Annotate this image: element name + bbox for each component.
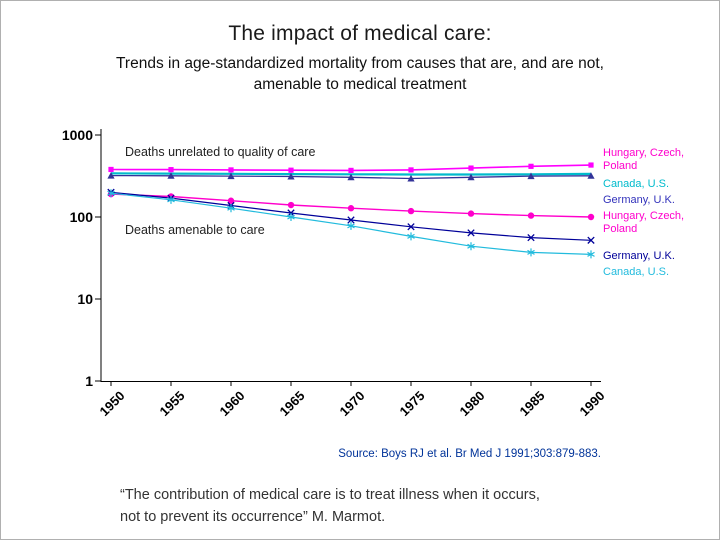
- slide-subtitle: Trends in age-standardized mortality fro…: [1, 53, 719, 95]
- legend-item-line: Hungary, Czech,: [603, 147, 685, 159]
- y-tick-label: 1000: [61, 127, 93, 143]
- legend-item: Hungary, Czech, Poland: [603, 210, 718, 236]
- quote-line-2: not to prevent its occurrence” M. Marmot…: [120, 509, 386, 525]
- legend-item-line: Germany, U.K.: [603, 194, 675, 206]
- legend-item-line: Germany, U.K.: [603, 250, 675, 262]
- annotation-deaths-unrelated: Deaths unrelated to quality of care: [125, 145, 316, 159]
- quote-line-1: “The contribution of medical care is to …: [120, 487, 540, 503]
- legend-item-line: Hungary, Czech,: [603, 210, 685, 222]
- subtitle-line-1: Trends in age-standardized mortality fro…: [116, 55, 604, 72]
- legend-item-line: Poland: [603, 223, 638, 235]
- y-tick-label: 100: [69, 209, 93, 225]
- source-citation: Source: Boys RJ et al. Br Med J 1991;303…: [338, 448, 601, 460]
- page-title: The impact of medical care:: [228, 22, 492, 45]
- subtitle-line-2: amenable to medical treatment: [253, 76, 467, 93]
- y-tick-label: 1: [85, 373, 93, 389]
- annotation-deaths-amenable: Deaths amenable to care: [125, 223, 265, 237]
- chart-canvas: [95, 129, 601, 386]
- legend-item: Hungary, Czech, Poland: [603, 147, 718, 173]
- series-markers-deaths-unrelated-to-care-hungary-czech-poland: [108, 162, 594, 174]
- chart-legend: Hungary, Czech, Poland Canada, U.S. Germany…: [603, 147, 718, 279]
- y-tick-label: 10: [77, 291, 93, 307]
- legend-item: Germany, U.K.: [603, 194, 718, 207]
- series-markers-deaths-unrelated-to-care-germany-u-k: [107, 171, 595, 182]
- legend-item: Canada, U.S.: [603, 178, 718, 191]
- legend-item-line: Canada, U.S.: [603, 266, 670, 278]
- legend-item: Canada, U.S.: [603, 266, 718, 279]
- legend-item-line: Poland: [603, 160, 638, 172]
- quote-text: “The contribution of medical care is to …: [120, 484, 640, 528]
- legend-item: Germany, U.K.: [603, 250, 718, 263]
- series-markers-deaths-amenable-to-care-canada-u-s: [107, 189, 595, 259]
- legend-item-line: Canada, U.S.: [603, 178, 670, 190]
- mortality-trend-chart: 1000 100 10 1 1950 1955 1960 1965 1970 1975 1980 1…: [1, 1, 719, 481]
